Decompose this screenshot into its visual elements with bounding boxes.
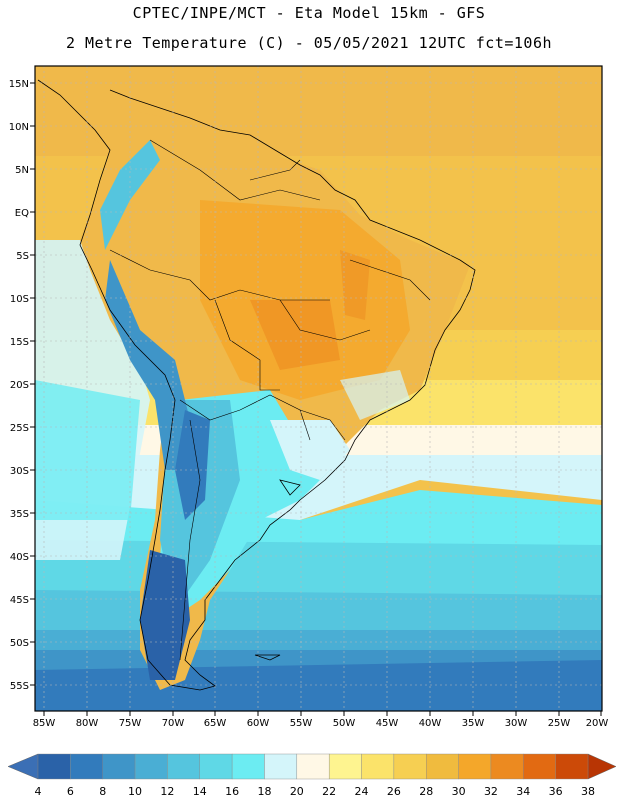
temperature-field xyxy=(35,66,602,711)
lat-label: 40S xyxy=(10,552,29,563)
colorbar-swatch xyxy=(264,753,298,780)
colorbar-label: 32 xyxy=(484,785,498,798)
colorbar-label: 34 xyxy=(516,785,530,798)
colorbar-label: 18 xyxy=(257,785,271,798)
colorbar-swatch xyxy=(231,753,265,780)
map-subtitle: 2 Metre Temperature (C) - 05/05/2021 12U… xyxy=(65,34,553,52)
colorbar-label: 16 xyxy=(225,785,239,798)
lon-label: 20W xyxy=(586,718,609,729)
colorbar-label: 28 xyxy=(419,785,433,798)
lon-axis: 85W 80W 75W 70W 65W 60W 55W 50W 45W 40W … xyxy=(33,711,609,729)
colorbar-label: 6 xyxy=(67,785,74,798)
lat-axis: 15N 10N 5N EQ 5S 10S 15S 20S 25S 30S 35S… xyxy=(9,79,35,692)
country-borders xyxy=(109,139,431,661)
colorbar-swatch xyxy=(393,753,427,780)
map-title: CPTEC/INPE/MCT - Eta Model 15km - GFS xyxy=(132,4,486,22)
colorbar-label: 26 xyxy=(387,785,401,798)
lon-label: 70W xyxy=(162,718,185,729)
colorbar-swatch xyxy=(134,753,168,780)
lat-label: 10S xyxy=(10,294,29,305)
lat-label: 15N xyxy=(9,79,29,90)
lat-label: 5S xyxy=(16,251,29,262)
lat-label: 20S xyxy=(10,380,29,391)
colorbar-label: 38 xyxy=(581,785,595,798)
lat-label: 30S xyxy=(10,466,29,477)
lon-label: 65W xyxy=(204,718,227,729)
lon-label: 25W xyxy=(548,718,571,729)
lon-label: 40W xyxy=(419,718,442,729)
colorbar-swatch xyxy=(361,753,395,780)
colorbar-label: 14 xyxy=(193,785,207,798)
lon-label: 80W xyxy=(76,718,99,729)
lon-label: 75W xyxy=(119,718,142,729)
lat-label: 35S xyxy=(10,509,29,520)
lon-label: 45W xyxy=(376,718,399,729)
colorbar-swatch xyxy=(167,753,200,780)
lon-label: 85W xyxy=(33,718,56,729)
colorbar-swatch xyxy=(458,753,492,780)
colorbar-label: 10 xyxy=(128,785,142,798)
lat-label: 55S xyxy=(10,681,29,692)
lat-label: 15S xyxy=(10,337,29,348)
colorbar-label: 30 xyxy=(452,785,466,798)
colorbar-label: 24 xyxy=(355,785,369,798)
colorbar-label: 8 xyxy=(99,785,106,798)
colorbar: 4 6 8 10 12 14 16 18 20 22 24 26 28 30 32 34 36 38 xyxy=(7,753,617,798)
colorbar-swatch xyxy=(70,753,103,780)
colorbar-swatch xyxy=(102,753,136,780)
lon-label: 55W xyxy=(290,718,313,729)
colorbar-swatch xyxy=(37,753,71,780)
colorbar-label: 12 xyxy=(160,785,174,798)
colorbar-swatch xyxy=(199,753,233,780)
lat-label: 45S xyxy=(10,595,29,606)
colorbar-swatch xyxy=(490,753,524,780)
colorbar-low-arrow xyxy=(7,753,39,780)
colorbar-swatch xyxy=(523,753,556,780)
colorbar-label: 22 xyxy=(322,785,336,798)
lat-label: 5N xyxy=(15,165,29,176)
lon-label: 35W xyxy=(462,718,485,729)
map-frame xyxy=(34,65,603,712)
lat-label: 50S xyxy=(10,638,29,649)
lat-label: 25S xyxy=(10,423,29,434)
coastline xyxy=(37,79,476,691)
lon-label: 30W xyxy=(505,718,528,729)
colorbar-label: 36 xyxy=(549,785,563,798)
colorbar-swatch xyxy=(328,753,362,780)
lon-label: 60W xyxy=(247,718,270,729)
colorbar-high-arrow xyxy=(587,753,617,780)
colorbar-label: 20 xyxy=(290,785,304,798)
colorbar-swatch xyxy=(296,753,330,780)
lat-label: 10N xyxy=(9,122,29,133)
lat-label: EQ xyxy=(15,208,29,219)
colorbar-label: 4 xyxy=(35,785,42,798)
colorbar-swatch xyxy=(426,753,459,780)
colorbar-swatch xyxy=(555,753,589,780)
lon-label: 50W xyxy=(333,718,356,729)
